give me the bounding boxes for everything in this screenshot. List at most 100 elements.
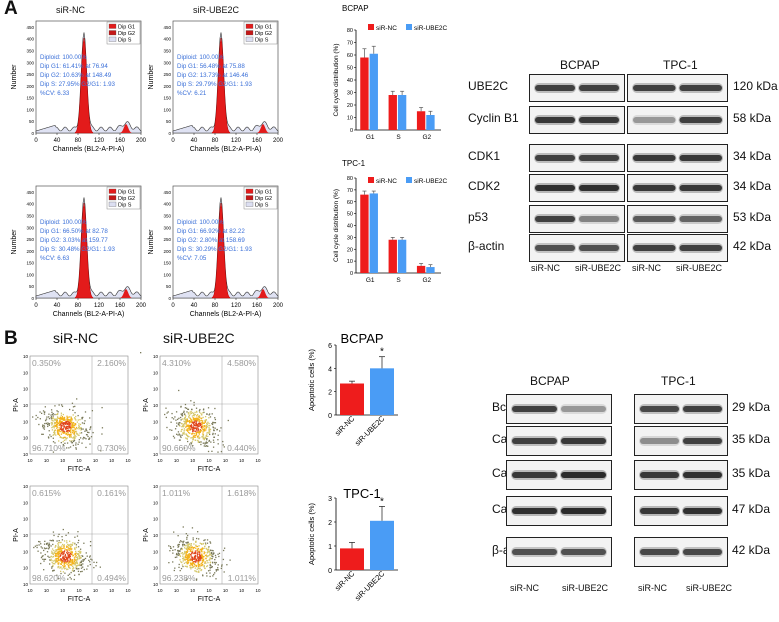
y-tick-label: 0 bbox=[328, 568, 332, 575]
x-tick-label: 120 bbox=[94, 138, 105, 144]
blot-column-title: TPC-1 bbox=[661, 374, 696, 388]
y-tick-label: 100 bbox=[26, 272, 34, 277]
blot-strip bbox=[627, 205, 728, 233]
cell-cycle-chart-tpc1: TPC-1 siR-NC siR-UBE2C 0 10 20 30 40 50 60 70 80 Cel… bbox=[333, 159, 448, 284]
quadrant-percent: 90.660% bbox=[162, 443, 196, 453]
kda-label: 47 kDa bbox=[732, 502, 771, 516]
blot-band-halo bbox=[534, 214, 576, 224]
legend-label: siR-UBE2C bbox=[414, 25, 448, 32]
x-tick-label: 160 bbox=[115, 303, 126, 309]
blot-band-halo bbox=[678, 214, 723, 224]
x-tick-label: 10 bbox=[27, 458, 33, 463]
legend-label: Dip S bbox=[118, 203, 132, 209]
kda-label: 35 kDa bbox=[732, 466, 771, 480]
blot-band bbox=[561, 549, 606, 555]
blot-band-halo bbox=[578, 115, 620, 125]
y-tick-label: 150 bbox=[163, 96, 171, 101]
kda-label: 35 kDa bbox=[732, 432, 771, 446]
x-tick-label: 10 bbox=[44, 588, 50, 593]
y-tick-label: 0 bbox=[31, 131, 34, 136]
x-tick-label: siR-UBE2C bbox=[353, 569, 387, 603]
blot-band-halo bbox=[639, 404, 680, 414]
blot-band bbox=[561, 508, 606, 514]
blot-band-halo bbox=[632, 183, 677, 193]
blot-band bbox=[633, 185, 676, 191]
y-tick-label: 400 bbox=[26, 37, 34, 42]
blot-strip bbox=[529, 144, 625, 172]
bar bbox=[416, 265, 426, 273]
y-tick-label: 400 bbox=[163, 37, 171, 42]
bar bbox=[360, 57, 369, 130]
y-tick-label: 10 bbox=[153, 484, 159, 489]
blot-band bbox=[535, 155, 575, 161]
x-tick-label: siR-NC bbox=[333, 414, 357, 438]
y-tick-label: 10 bbox=[153, 370, 159, 375]
x-tick-label: G1 bbox=[366, 134, 375, 141]
legend-label: Dip S bbox=[255, 203, 269, 209]
flow-title-sirnc: siR-NC bbox=[53, 330, 99, 346]
legend-swatch bbox=[108, 195, 117, 201]
y-axis-label: Apoptotic cells (%) bbox=[307, 502, 316, 565]
blot-band-halo bbox=[511, 506, 558, 516]
blot-band bbox=[579, 85, 619, 91]
y-tick-label: 0 bbox=[31, 296, 34, 301]
legend-swatch bbox=[245, 30, 254, 36]
y-tick-label: 20 bbox=[347, 247, 353, 253]
histogram-stat-line: Dip G1: 66.50% at 82.78 bbox=[40, 228, 108, 235]
legend-swatch bbox=[108, 188, 117, 194]
blot-band-halo bbox=[682, 506, 723, 516]
kda-label: 53 kDa bbox=[733, 210, 772, 224]
bar bbox=[370, 368, 394, 415]
lane-label: siR-NC bbox=[510, 583, 539, 593]
x-tick-label: 80 bbox=[75, 303, 82, 309]
legend-label: Dip G1 bbox=[118, 190, 135, 196]
blot-strip bbox=[634, 460, 728, 490]
x-tick-label: 10 bbox=[109, 458, 115, 463]
blot-column-title: TPC-1 bbox=[663, 58, 698, 72]
blot-band bbox=[579, 155, 619, 161]
legend-swatch bbox=[245, 188, 254, 194]
histogram-stat-line: %CV: 7.05 bbox=[177, 255, 207, 262]
y-tick-label: 80 bbox=[347, 28, 353, 34]
y-tick-label: 350 bbox=[26, 48, 34, 53]
legend-label: Dip G2 bbox=[118, 196, 135, 202]
g1-peak bbox=[74, 37, 94, 134]
y-tick-label: 300 bbox=[26, 225, 34, 230]
blot-strip bbox=[506, 394, 612, 424]
blot-band-halo bbox=[678, 243, 723, 253]
blot-band-halo bbox=[632, 214, 677, 224]
x-tick-label: 10 bbox=[93, 458, 99, 463]
x-tick-label: 10 bbox=[125, 458, 131, 463]
y-tick-label: 450 bbox=[163, 190, 171, 195]
quadrant-percent: 0.350% bbox=[32, 358, 61, 368]
histogram-stat-line: Dip S: 30.48% G2/G1: 1.93 bbox=[40, 246, 116, 253]
panel-b-letter: B bbox=[4, 328, 18, 349]
histogram-x-label: Channels (BL2-A-PI-A) bbox=[190, 146, 262, 153]
blot-band bbox=[535, 85, 575, 91]
apoptosis-chart-tpc1: TPC-1 0 1 2 3 Apoptotic cells (%) siR-NC * siR-U… bbox=[307, 486, 398, 603]
y-tick-label: 100 bbox=[26, 107, 34, 112]
blot-band bbox=[679, 185, 722, 191]
histogram-stat-line: Diploid: 100.00% bbox=[177, 219, 224, 226]
histogram-stat-line: %CV: 6.63 bbox=[40, 255, 70, 262]
quadrant-percent: 2.160% bbox=[97, 358, 126, 368]
blot-band-halo bbox=[560, 547, 607, 557]
kda-label: 120 kDa bbox=[733, 79, 778, 93]
quadrant-percent: 4.310% bbox=[162, 358, 191, 368]
blot-band bbox=[512, 472, 557, 478]
blot-band-halo bbox=[560, 436, 607, 446]
x-tick-label: 10 bbox=[223, 588, 229, 593]
y-tick-label: 70 bbox=[347, 41, 353, 47]
g1-peak bbox=[74, 202, 94, 299]
y-tick-label: 10 bbox=[23, 419, 29, 424]
x-tick-label: 10 bbox=[157, 458, 163, 463]
protein-label: Cyclin B1 bbox=[468, 111, 519, 125]
blot-strip bbox=[627, 234, 728, 262]
y-tick-label: 400 bbox=[163, 202, 171, 207]
blot-band-halo bbox=[682, 470, 723, 480]
x-tick-label: 120 bbox=[231, 303, 242, 309]
g1-peak bbox=[211, 37, 231, 134]
x-tick-label: 10 bbox=[125, 588, 131, 593]
histogram-title: siR-NC bbox=[56, 5, 85, 15]
y-tick-label: 0 bbox=[350, 128, 353, 134]
